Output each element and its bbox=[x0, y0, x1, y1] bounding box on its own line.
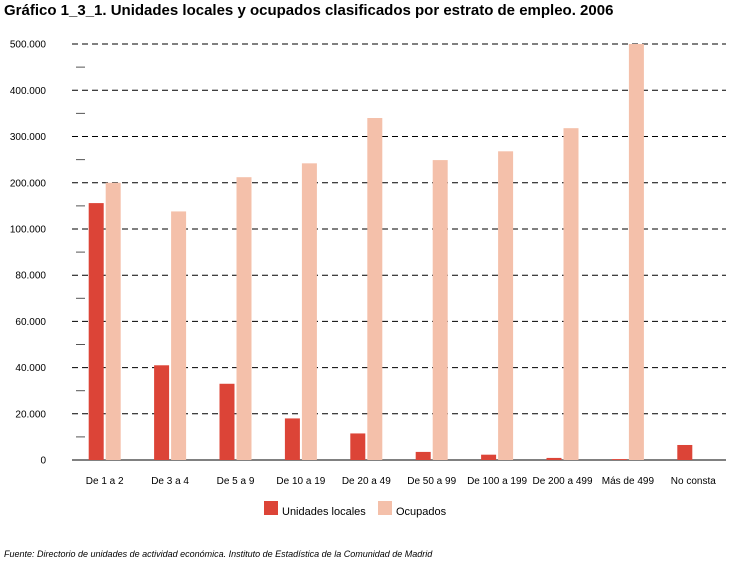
bar-ocupados bbox=[498, 151, 514, 461]
bar-unidades-locales bbox=[677, 444, 693, 460]
x-tick-label: De 5 a 9 bbox=[217, 476, 255, 487]
bar-unidades-locales bbox=[611, 459, 627, 460]
bar-ocupados bbox=[432, 160, 448, 460]
grid-lines bbox=[72, 43, 726, 461]
bar-ocupados bbox=[563, 128, 579, 461]
bar-unidades-locales bbox=[88, 203, 104, 460]
chart-title: Gráfico 1_3_1. Unidades locales y ocupad… bbox=[4, 2, 614, 19]
y-axis-tick-labels: 0 20.000 40.000 60.000 80.000 100.000 200.000 3… bbox=[10, 40, 47, 467]
bar-unidades-locales bbox=[481, 454, 497, 460]
bars bbox=[88, 44, 693, 461]
y-tick-label: 20.000 bbox=[15, 409, 46, 420]
y-tick-label: 80.000 bbox=[15, 271, 46, 282]
x-tick-label: De 200 a 499 bbox=[532, 476, 592, 487]
y-tick-label: 0 bbox=[40, 456, 46, 467]
bar-unidades-locales bbox=[154, 365, 170, 460]
x-axis-tick-labels: De 1 a 2 De 3 a 4 De 5 a 9 De 10 a 19 De 20 … bbox=[86, 476, 716, 487]
legend-label: Unidades locales bbox=[282, 506, 366, 518]
y-tick-label: 500.000 bbox=[10, 40, 47, 51]
bar-ocupados bbox=[236, 177, 252, 460]
bar-ocupados bbox=[105, 182, 121, 460]
x-tick-label: De 3 a 4 bbox=[151, 476, 189, 487]
y-tick-label: 300.000 bbox=[10, 132, 47, 143]
source-note: Fuente: Directorio de unidades de activi… bbox=[4, 549, 433, 559]
bar-unidades-locales bbox=[546, 457, 562, 460]
legend-swatch bbox=[264, 501, 278, 515]
bar-ocupados bbox=[628, 44, 644, 460]
x-tick-label: No consta bbox=[671, 476, 716, 487]
y-tick-label: 400.000 bbox=[10, 86, 47, 97]
minor-ticks bbox=[76, 66, 85, 438]
bar-ocupados bbox=[367, 118, 383, 460]
x-tick-label: De 20 a 49 bbox=[342, 476, 391, 487]
y-tick-label: 40.000 bbox=[15, 363, 46, 374]
bar-ocupados bbox=[171, 211, 187, 460]
x-tick-label: De 10 a 19 bbox=[276, 476, 325, 487]
x-tick-label: Más de 499 bbox=[602, 476, 655, 487]
legend-swatch bbox=[378, 501, 392, 515]
legend-label: Ocupados bbox=[396, 506, 447, 518]
legend: Unidades locales Ocupados bbox=[264, 501, 447, 518]
y-tick-label: 60.000 bbox=[15, 317, 46, 328]
x-tick-label: De 50 a 99 bbox=[407, 476, 456, 487]
bar-unidades-locales bbox=[219, 383, 235, 460]
bar-ocupados bbox=[301, 163, 317, 460]
y-tick-label: 100.000 bbox=[10, 225, 47, 236]
bar-unidades-locales bbox=[284, 418, 300, 460]
x-tick-label: De 100 a 199 bbox=[467, 476, 527, 487]
x-tick-label: De 1 a 2 bbox=[86, 476, 124, 487]
bar-unidades-locales bbox=[350, 433, 366, 460]
y-tick-label: 200.000 bbox=[10, 178, 47, 189]
bar-unidades-locales bbox=[415, 451, 431, 460]
